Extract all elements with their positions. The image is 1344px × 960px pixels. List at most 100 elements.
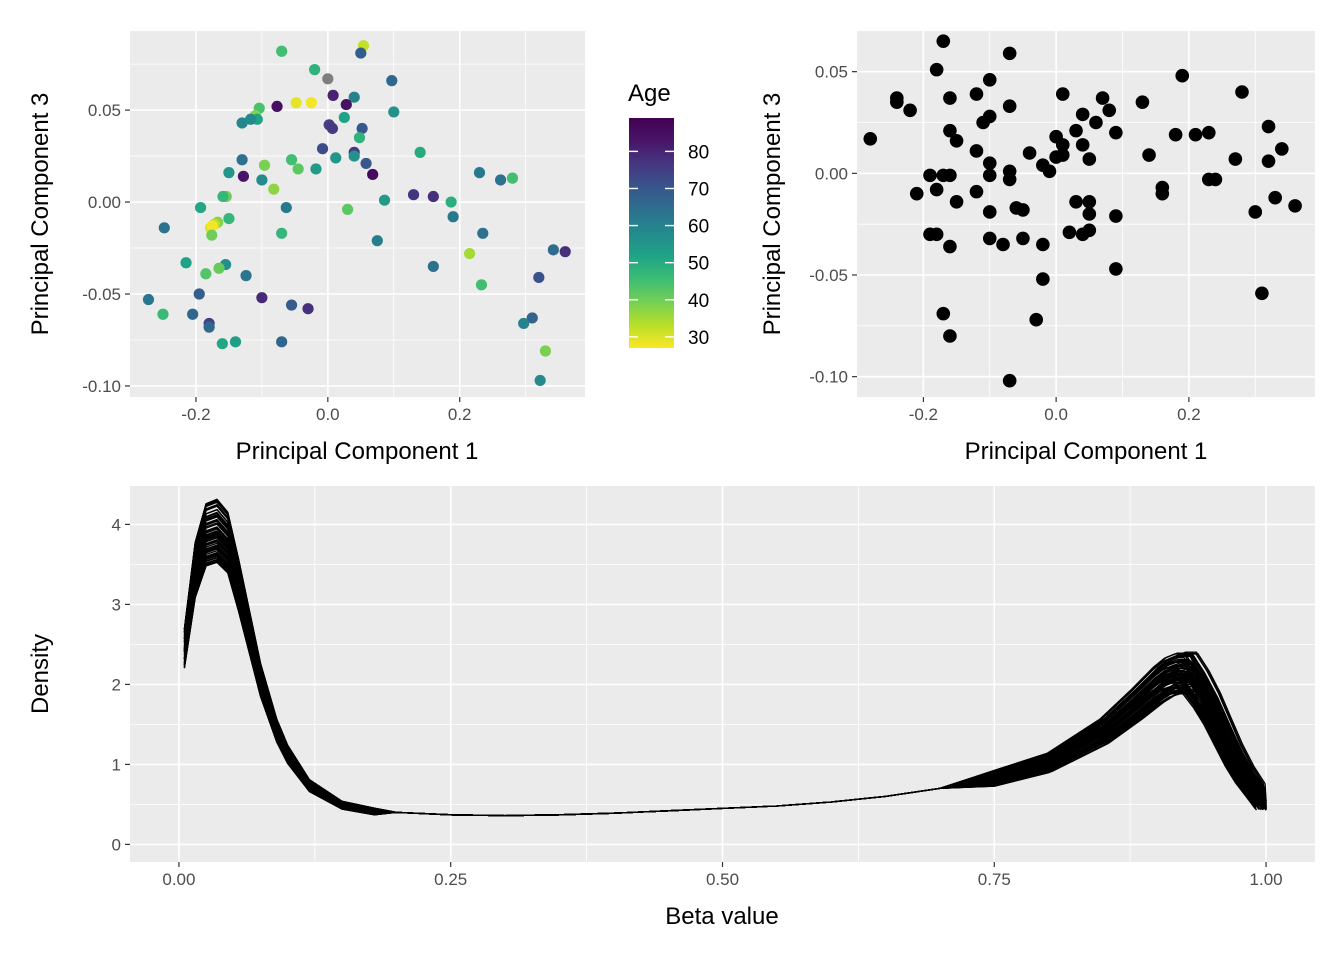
pc-scatter-point <box>929 62 944 77</box>
density-tick-label-x: 1.00 <box>1250 870 1283 889</box>
density-tick-label-y: 4 <box>112 515 121 534</box>
age-legend-title: Age <box>628 80 671 107</box>
pc-scatter-point <box>1089 115 1103 130</box>
pc-scatter-point <box>1235 85 1249 99</box>
pc-scatter-point <box>1155 186 1170 201</box>
density-tick-label-x: 0.25 <box>434 870 467 889</box>
pc-scatter-panel: -0.2 0.0 0.2 -0.10 -0.05 0.00 0.05 Principal C… <box>759 31 1315 465</box>
pc-scatter-age-point <box>348 150 360 162</box>
pc-scatter-age-point <box>276 45 288 57</box>
pc-scatter-tick-label-y: -0.10 <box>809 368 848 387</box>
pc-scatter-point <box>1036 237 1050 252</box>
density-curve <box>183 551 1267 817</box>
pc-scatter-point <box>1268 190 1282 205</box>
pc-scatter-age-point <box>280 201 292 214</box>
pc-scatter-point <box>976 115 990 130</box>
pc-scatter-point <box>1228 152 1243 166</box>
pc-scatter-point <box>903 103 917 118</box>
age-legend-tick-label: 80 <box>688 142 709 163</box>
pc-scatter-point <box>1049 150 1063 164</box>
age-legend-tick-label: 40 <box>688 291 709 312</box>
pc-scatter-point <box>969 184 984 199</box>
pc-scatter-point <box>1062 225 1077 240</box>
pc-scatter-point <box>943 91 957 105</box>
pc-scatter-age-point <box>539 345 552 357</box>
density-tick-label-y: 1 <box>112 755 121 774</box>
pc-scatter-age-point <box>340 98 352 111</box>
age-legend-tick-label: 30 <box>688 328 709 349</box>
pc-scatter-point <box>982 168 997 183</box>
pc-scatter-age-point <box>290 97 302 109</box>
pc-scatter-point <box>929 182 944 197</box>
pc-scatter-age-point <box>271 100 283 113</box>
density-tick-label-y: 2 <box>112 675 121 694</box>
age-legend-tick-label: 60 <box>688 217 709 238</box>
pc-scatter-point <box>1022 146 1037 160</box>
pc-scatter-tick-label-x: 0.2 <box>1177 405 1201 424</box>
pc-scatter-age-point <box>276 227 288 239</box>
pc-scatter-point <box>996 237 1010 252</box>
pc-scatter-age-point <box>506 172 519 184</box>
pc-scatter-point <box>1082 207 1097 221</box>
pc-scatter-point <box>943 239 957 254</box>
pc-scatter-age-point <box>407 189 420 201</box>
pc-scatter-age-point <box>355 47 367 59</box>
pc-scatter-point <box>943 329 957 343</box>
pc-scatter-point <box>1002 172 1017 187</box>
age-legend: Age 30 40 50 60 70 80 <box>628 80 709 349</box>
pc-scatter-age-point <box>327 89 339 101</box>
pc-scatter-age-point <box>494 174 507 186</box>
pc-scatter-age-point <box>367 168 379 181</box>
pc-scatter-age-tick-label-y: 0.00 <box>88 193 121 212</box>
pc-scatter-age-point <box>464 247 476 260</box>
pc-scatter-age-point <box>200 268 212 280</box>
pc-scatter-age-point <box>427 190 439 203</box>
pc-scatter-age-point <box>237 170 250 182</box>
pc-scatter-point <box>1075 138 1090 152</box>
pc-scatter-tick-label-y: 0.00 <box>815 164 848 183</box>
pc-scatter-point <box>1109 262 1123 276</box>
pc-scatter-age-point <box>526 312 538 324</box>
pc-scatter-point <box>1016 203 1030 217</box>
pc-scatter-point <box>949 195 964 209</box>
density-tick-label-y: 3 <box>112 595 121 614</box>
pc-scatter-point <box>1102 103 1117 118</box>
pc-scatter-age-tick-label-y: -0.10 <box>82 377 121 396</box>
pc-scatter-age-point <box>193 288 205 300</box>
pc-scatter-points <box>863 34 1302 388</box>
pc-scatter-age-point <box>217 190 229 203</box>
pc-scatter-point <box>1168 127 1183 142</box>
pc-scatter-age-point <box>223 167 235 179</box>
pc-scatter-point <box>863 131 878 146</box>
pc-scatter-point <box>1002 99 1017 114</box>
pc-scatter-age-point <box>157 308 169 320</box>
pc-scatter-age-point <box>158 222 170 234</box>
pc-scatter-age-ylabel: Principal Component 3 <box>27 93 54 336</box>
pc-scatter-point <box>1095 91 1110 105</box>
pc-scatter-age-point <box>316 143 329 155</box>
pc-scatter-age-points <box>142 40 571 387</box>
pc-scatter-point <box>936 168 951 183</box>
pc-scatter-age-point <box>236 154 248 166</box>
pc-scatter-point <box>1109 125 1123 140</box>
pc-scatter-age-point <box>388 106 400 118</box>
pc-scatter-age-point <box>142 293 155 306</box>
density-curves <box>183 498 1267 817</box>
density-xlabel: Beta value <box>665 903 778 930</box>
pc-scatter-point <box>890 95 904 109</box>
density-tick-label-y: 0 <box>112 835 121 854</box>
pc-scatter-point <box>1036 272 1050 286</box>
pc-scatter-age-point <box>378 194 391 206</box>
pc-scatter-point <box>1002 46 1017 61</box>
pc-scatter-age-point <box>386 75 398 87</box>
density-ticks: 0.00 0.25 0.50 0.75 1.00 0 1 2 3 4 <box>112 515 1283 889</box>
pc-scatter-point <box>929 227 944 242</box>
pc-scatter-age-point <box>353 132 366 144</box>
age-legend-tick-label: 50 <box>688 254 709 275</box>
pc-scatter-age-point <box>268 183 280 195</box>
pc-scatter-point <box>1042 164 1057 179</box>
pc-scatter-age-point <box>322 73 334 85</box>
pc-scatter-tick-label-x: 0.0 <box>1044 405 1068 424</box>
density-tick-label-x: 0.50 <box>706 870 739 889</box>
pc-scatter-age-point <box>477 227 489 239</box>
